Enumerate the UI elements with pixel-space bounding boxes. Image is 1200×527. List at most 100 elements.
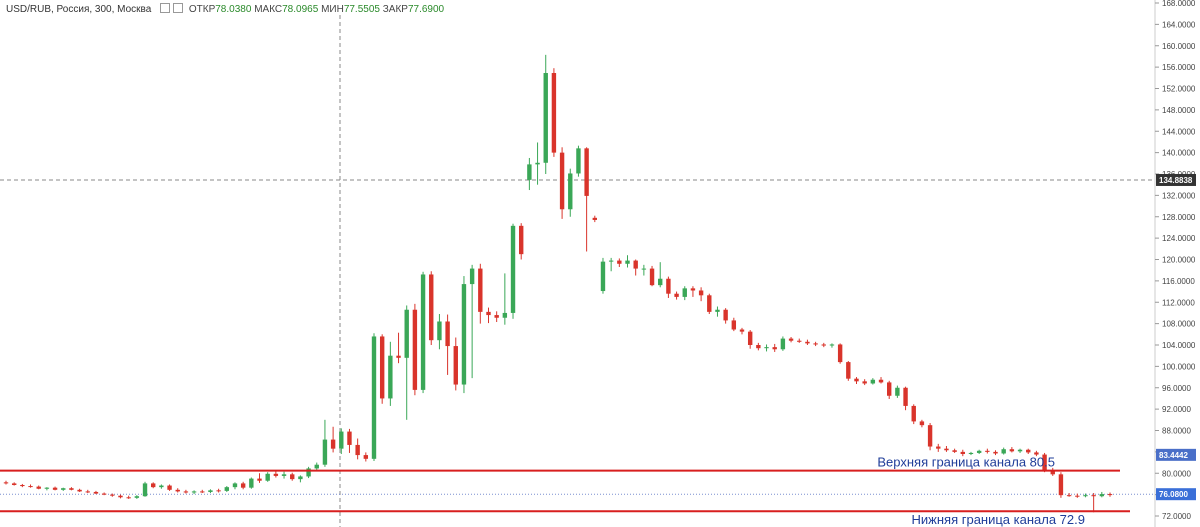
candle-body bbox=[666, 278, 671, 294]
y-tick-label: 120.0000 bbox=[1162, 256, 1196, 265]
crosshair-price-tag: 134.8838 bbox=[1159, 176, 1193, 185]
crosshair-price-tag-box bbox=[1156, 173, 1196, 186]
price-tags: 134.8838 83.4442 76.0800 bbox=[1156, 173, 1196, 501]
y-tick-label: 116.0000 bbox=[1162, 277, 1195, 286]
candle-body bbox=[641, 268, 647, 270]
candle-body bbox=[551, 73, 557, 153]
candle-body bbox=[61, 488, 66, 490]
symbol-info-bar: USD/RUB, Россия, 300, Москва ОТКР78.0380… bbox=[6, 3, 444, 15]
candle-body bbox=[240, 483, 246, 488]
y-tick-label: 144.0000 bbox=[1162, 127, 1196, 136]
candle-body bbox=[118, 495, 123, 498]
candle-body bbox=[780, 338, 786, 350]
candle-body bbox=[355, 444, 360, 456]
candle-body bbox=[77, 489, 82, 492]
candle-body bbox=[142, 483, 148, 497]
current-price-tag: 76.0800 bbox=[1159, 490, 1188, 499]
candle-body bbox=[322, 439, 328, 465]
candle-body bbox=[11, 483, 17, 486]
candle-body bbox=[658, 278, 663, 286]
y-tick-label: 152.0000 bbox=[1162, 85, 1196, 94]
open-value: 78.0380 bbox=[215, 4, 252, 15]
candle-body bbox=[739, 329, 745, 332]
high-value: 78.0965 bbox=[282, 4, 319, 15]
candle-body bbox=[617, 260, 622, 264]
candle-body bbox=[183, 491, 189, 493]
candle-body bbox=[101, 493, 107, 495]
candle-body bbox=[698, 290, 704, 296]
candle-body bbox=[519, 225, 524, 255]
candle-body bbox=[837, 344, 843, 363]
candle-body bbox=[379, 336, 385, 399]
candle-body bbox=[502, 312, 508, 318]
candle-body bbox=[952, 450, 957, 452]
candle-body bbox=[584, 148, 589, 196]
lower-channel-label: Нижняя граница канала 72.9 bbox=[912, 512, 1086, 527]
candle-body bbox=[600, 261, 606, 292]
candle-body bbox=[543, 73, 548, 163]
y-tick-label: 132.0000 bbox=[1162, 191, 1196, 200]
candle-body bbox=[625, 260, 630, 264]
candle-body bbox=[1042, 454, 1047, 471]
low-label: МИН bbox=[321, 4, 344, 15]
candle-body bbox=[927, 425, 933, 447]
candle-body bbox=[314, 464, 319, 469]
candle-body bbox=[1009, 449, 1015, 452]
y-tick-label: 164.0000 bbox=[1162, 20, 1196, 29]
candle-body bbox=[854, 378, 859, 382]
y-tick-label: 92.0000 bbox=[1162, 405, 1191, 414]
y-axis[interactable]: 72.000076.000080.000084.000088.000092.00… bbox=[1154, 0, 1196, 527]
candle-body bbox=[944, 448, 949, 451]
candle-body bbox=[461, 284, 467, 385]
candle-body bbox=[1050, 470, 1055, 475]
y-tick-label: 96.0000 bbox=[1162, 384, 1191, 393]
y-tick-label: 88.0000 bbox=[1162, 427, 1191, 436]
candle-body bbox=[1058, 474, 1064, 496]
candle-body bbox=[134, 496, 140, 498]
y-tick-label: 160.0000 bbox=[1162, 42, 1196, 51]
candle-body bbox=[870, 379, 876, 384]
marker-price-tag-box bbox=[1156, 448, 1196, 461]
open-label: ОТКР bbox=[188, 4, 216, 15]
candle-body bbox=[690, 288, 696, 291]
low-value: 77.5505 bbox=[343, 4, 380, 15]
candle-body bbox=[216, 490, 221, 492]
candle-body bbox=[821, 344, 826, 346]
candle-body bbox=[420, 274, 426, 390]
candle-body bbox=[281, 474, 287, 476]
candle-body bbox=[797, 340, 802, 342]
candle-body bbox=[633, 260, 638, 269]
candle-body bbox=[919, 421, 925, 426]
high-label: МАКС bbox=[254, 4, 283, 15]
candle-body bbox=[1001, 449, 1006, 454]
y-tick-label: 80.0000 bbox=[1162, 469, 1191, 478]
candle-body bbox=[486, 311, 491, 316]
candle-body bbox=[298, 476, 303, 480]
candle-body bbox=[559, 152, 565, 210]
candle-body bbox=[200, 491, 205, 493]
visibility-toggle-icon[interactable] bbox=[160, 3, 171, 13]
y-tick-label: 156.0000 bbox=[1162, 63, 1196, 72]
close-value: 77.6900 bbox=[407, 4, 445, 15]
candle-body bbox=[1017, 449, 1023, 452]
candle-body bbox=[363, 455, 369, 459]
symbol-title[interactable]: USD/RUB, Россия, 300, Москва bbox=[6, 4, 152, 15]
candle-body bbox=[846, 362, 851, 379]
close-icon[interactable] bbox=[173, 3, 184, 13]
candle-body bbox=[257, 478, 262, 481]
candle-body bbox=[175, 489, 180, 492]
candle-body bbox=[396, 355, 401, 358]
candle-body bbox=[1083, 495, 1088, 497]
candle-body bbox=[878, 379, 884, 383]
candle-body bbox=[608, 260, 614, 262]
y-tick-label: 72.0000 bbox=[1162, 512, 1191, 521]
y-tick-label: 104.0000 bbox=[1162, 341, 1196, 350]
candle-body bbox=[1099, 494, 1105, 497]
candle-body bbox=[151, 483, 156, 488]
candle-body bbox=[968, 452, 974, 455]
candle-body bbox=[993, 451, 998, 454]
candle-body bbox=[895, 387, 900, 396]
candle-body bbox=[1066, 495, 1072, 497]
candle-body bbox=[85, 491, 90, 493]
